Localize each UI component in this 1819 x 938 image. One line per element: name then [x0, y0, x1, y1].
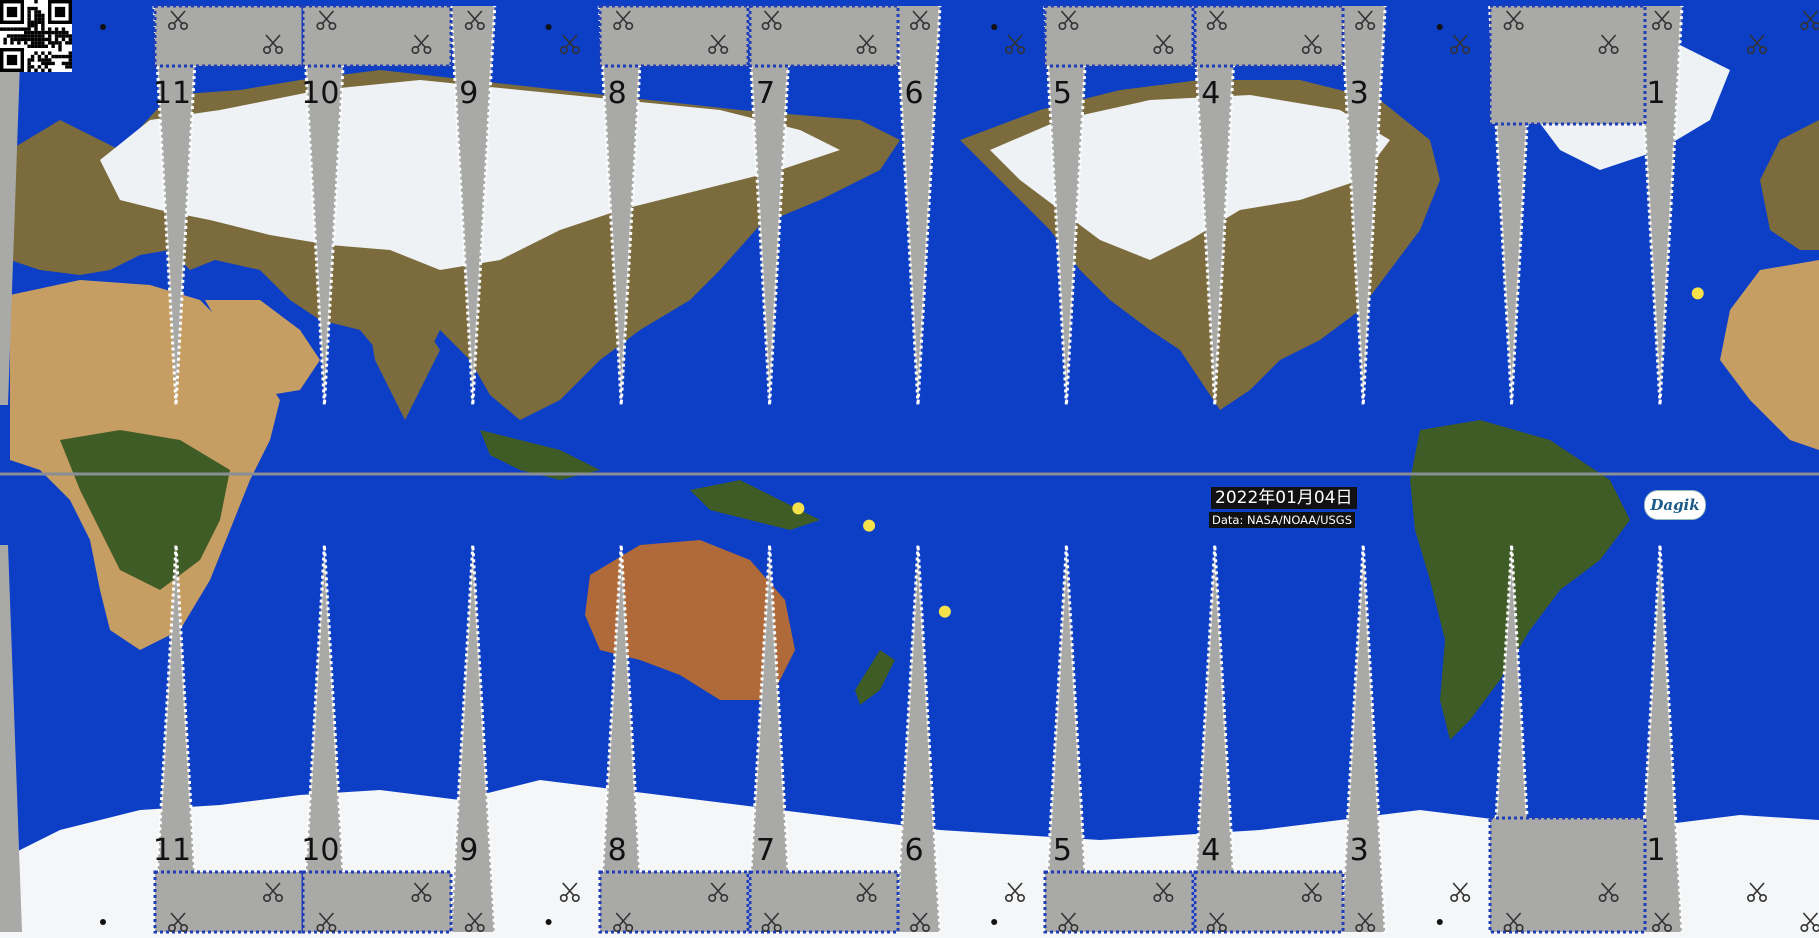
- landmass-europe-east-edge: [1760, 120, 1819, 250]
- gore-number-top: 3: [1350, 76, 1369, 111]
- gore-number-bottom: 6: [904, 833, 923, 868]
- gore-number-bottom: 4: [1201, 833, 1220, 868]
- glue-tab: [1045, 6, 1193, 66]
- pole-dot: [1436, 24, 1443, 30]
- landmass-australia: [585, 540, 795, 700]
- landmass-new-zealand: [855, 650, 895, 705]
- glue-tab: [1195, 872, 1343, 932]
- glue-tab: [1490, 6, 1645, 124]
- forest-africa: [60, 430, 230, 590]
- landmass-new-guinea: [690, 480, 820, 530]
- pole-dot: [100, 24, 106, 30]
- marker-layer: [792, 287, 1704, 618]
- gore-number-top: 9: [459, 76, 478, 111]
- glue-tab: [155, 6, 303, 66]
- snow-north-america: [990, 95, 1390, 260]
- gore-number-bottom: 9: [459, 833, 478, 868]
- marker-new-guinea: [792, 502, 805, 515]
- gore-number-top: 7: [756, 76, 775, 111]
- marker-atlantic: [1691, 287, 1704, 300]
- gore-number-top: 1: [1646, 76, 1665, 111]
- gore-number-top: 4: [1201, 76, 1220, 111]
- qr-code-icon: [0, 0, 72, 72]
- logo-text: Dagik: [1650, 496, 1700, 514]
- gore-number-bottom: 1: [1646, 833, 1665, 868]
- gore-cutouts: 11111010998877665544332211: [0, 4, 1819, 934]
- gore-number-top: 11: [153, 76, 191, 111]
- pole-dot: [545, 24, 552, 30]
- glue-tab: [1490, 818, 1645, 932]
- marker-solomon: [863, 519, 876, 532]
- glue-tab: [303, 6, 451, 66]
- landmass-indonesia: [480, 430, 600, 480]
- pole-dot: [991, 24, 998, 30]
- landmass-arabia: [205, 300, 320, 395]
- data-credit: Data: NASA/NOAA/USGS: [1209, 512, 1356, 528]
- marker-vanuatu: [938, 605, 951, 618]
- gore-number-top: 8: [608, 76, 627, 111]
- gore-number-top: 6: [904, 76, 923, 111]
- landmass-india: [370, 320, 440, 420]
- landmass-south-america: [1410, 420, 1630, 740]
- date-caption: 2022年01月04日: [1211, 487, 1357, 509]
- gore-number-bottom: 8: [608, 833, 627, 868]
- pole-dot: [991, 919, 998, 925]
- gore-number-bottom: 11: [153, 833, 191, 868]
- glue-tab: [600, 6, 748, 66]
- gore-number-top: 10: [301, 76, 339, 111]
- dagik-logo: Dagik: [1644, 490, 1706, 520]
- landmass-africa-east-edge: [1720, 260, 1819, 450]
- pole-dot: [545, 919, 552, 925]
- glue-tab: [750, 6, 898, 66]
- pole-dot: [1436, 919, 1443, 925]
- pole-dot: [100, 919, 106, 925]
- gore-number-bottom: 7: [756, 833, 775, 868]
- gore-number-bottom: 3: [1350, 833, 1369, 868]
- gore-number-bottom: 10: [301, 833, 339, 868]
- gore-number-top: 5: [1053, 76, 1072, 111]
- gore-number-bottom: 5: [1053, 833, 1072, 868]
- glue-tab: [1195, 6, 1343, 66]
- glue-tab: [750, 872, 898, 932]
